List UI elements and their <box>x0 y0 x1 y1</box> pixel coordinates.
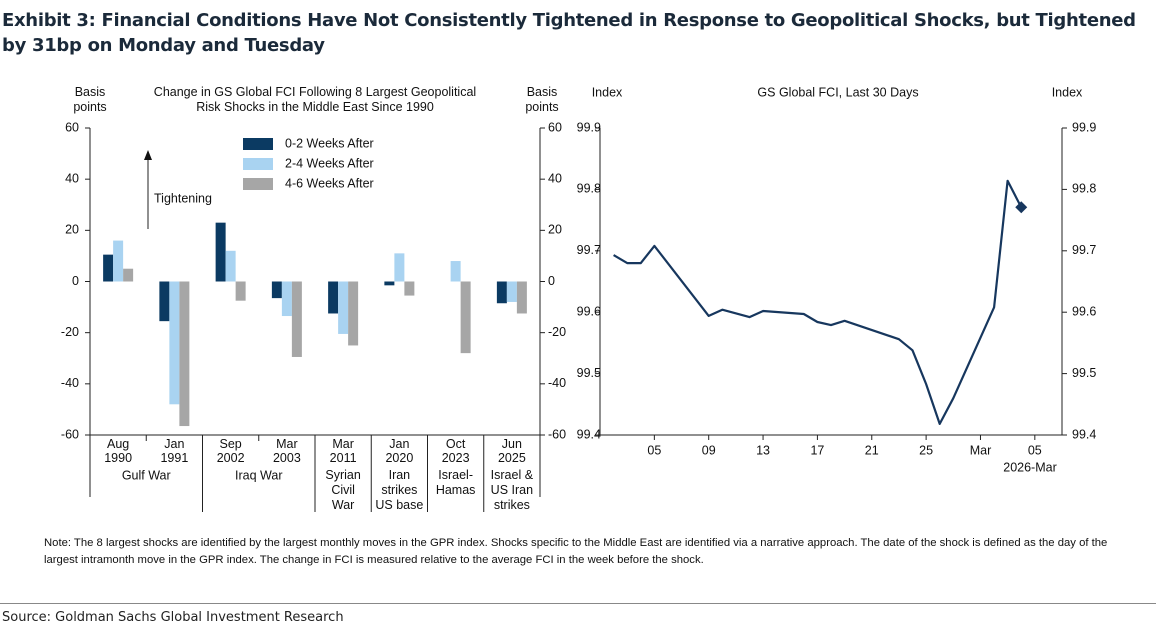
bar <box>506 281 517 302</box>
group-label: Iraq War <box>235 468 282 482</box>
x-tick-label: Mar 2011 <box>330 437 357 465</box>
legend-swatch <box>243 178 273 190</box>
y2-tick-label: 40 <box>548 171 562 185</box>
bar <box>404 281 415 296</box>
bar <box>225 250 236 282</box>
x-tick-label: 17 <box>810 443 824 457</box>
legend-label: 4-6 Weeks After <box>285 176 374 190</box>
legend-swatch <box>243 158 273 170</box>
bar <box>450 261 461 282</box>
y2-tick-label: 99.4 <box>1072 427 1096 441</box>
x-tick-label: Oct 2023 <box>442 437 470 465</box>
note: Note: The 8 largest shocks are identifie… <box>44 537 1108 566</box>
y-tick-label: 60 <box>65 120 79 134</box>
x-tick-label: Jan 2020 <box>385 437 413 465</box>
x-tick-label: Mar <box>970 443 992 457</box>
group-label: Gulf War <box>122 468 171 482</box>
y-tick-label: -20 <box>61 325 79 339</box>
x-tick-label: Sep 2002 <box>217 437 245 465</box>
y-tick-label: 20 <box>65 223 79 237</box>
bar <box>338 281 349 334</box>
x-tick-label: 05 <box>1028 443 1042 457</box>
y-tick-label: 99.6 <box>577 304 601 318</box>
group-label: Israel & US Iran strikes <box>491 468 534 512</box>
y-tick-label: 99.5 <box>577 366 601 380</box>
legend-label: 2-4 Weeks After <box>285 156 374 170</box>
y-tick-label: 99.4 <box>577 427 601 441</box>
chart-title: Change in GS Global FCI Following 8 Larg… <box>154 85 476 114</box>
bar <box>169 281 180 405</box>
bar <box>271 281 282 299</box>
x-tick-label: Jun 2025 <box>498 437 526 465</box>
x-tick-label: 13 <box>756 443 770 457</box>
x-tick-label: Aug 1990 <box>104 437 132 465</box>
group-label: Israel-Hamas <box>436 468 476 497</box>
y2-tick-label: 99.6 <box>1072 304 1096 318</box>
y2-tick-label: 99.5 <box>1072 366 1096 380</box>
y2-tick-label: -60 <box>548 427 566 441</box>
y-tick-label: -40 <box>61 376 79 390</box>
x-tick-label: 05 <box>647 443 661 457</box>
end-marker <box>1015 201 1028 214</box>
bar <box>159 281 170 322</box>
y-tick-label: 99.9 <box>577 120 601 134</box>
x-tick-label: Mar 2003 <box>273 437 301 465</box>
y2-tick-label: -20 <box>548 325 566 339</box>
y-tick-label: 99.7 <box>577 243 601 257</box>
y2-tick-label: 20 <box>548 223 562 237</box>
bar <box>215 222 226 282</box>
y-tick-label: 0 <box>72 274 79 288</box>
bar <box>291 281 302 357</box>
y-tick-label: 99.8 <box>577 182 601 196</box>
bar <box>496 281 507 304</box>
chart-area: -60 -40 -20 0 20 40 60 -60 -40 -20 0 20 40 60 Change i… <box>61 85 1096 512</box>
y-axis-label: Basis points <box>73 85 106 114</box>
bar <box>394 253 405 282</box>
y2-tick-label: 99.8 <box>1072 182 1096 196</box>
legend-label: 0-2 Weeks After <box>285 136 374 150</box>
x-tick-label: 21 <box>865 443 879 457</box>
group-label: Iran strikes US base <box>375 468 423 512</box>
y2-tick-label: 0 <box>548 274 555 288</box>
y2-tick-label: 60 <box>548 120 562 134</box>
x-tick-label: 25 <box>919 443 933 457</box>
y-axis-label: Index <box>592 85 623 99</box>
y2-axis-label: Index <box>1052 85 1083 99</box>
y-tick-label: -60 <box>61 427 79 441</box>
annotation: Tightening <box>154 191 212 205</box>
x-sublabel: 2026-Mar <box>1003 460 1057 474</box>
y2-tick-label: -40 <box>548 376 566 390</box>
divider <box>0 603 1156 604</box>
y-tick-label: 40 <box>65 171 79 185</box>
bar <box>348 281 359 346</box>
exhibit-title: Exhibit 3: Financial Conditions Have Not… <box>2 10 1136 56</box>
chart-title: GS Global FCI, Last 30 Days <box>757 85 918 99</box>
bar <box>179 281 190 427</box>
bar <box>516 281 527 314</box>
legend-swatch <box>243 138 273 150</box>
x-tick-label: Jan 1991 <box>160 437 188 465</box>
line-series <box>613 179 1023 425</box>
y2-tick-label: 99.7 <box>1072 243 1096 257</box>
source: Source: Goldman Sachs Global Investment … <box>2 610 344 625</box>
x-tick-label: 09 <box>702 443 716 457</box>
y2-axis-label: Basis points <box>525 85 558 114</box>
bar <box>460 281 471 354</box>
y2-tick-label: 99.9 <box>1072 120 1096 134</box>
annotation-arrowhead <box>144 150 152 160</box>
bar <box>235 281 246 301</box>
group-label: Syrian Civil War <box>325 468 360 512</box>
bar <box>328 281 339 314</box>
bar <box>103 254 114 282</box>
bar <box>113 240 124 282</box>
bar <box>281 281 292 317</box>
bar <box>123 268 134 282</box>
bar <box>384 281 395 286</box>
